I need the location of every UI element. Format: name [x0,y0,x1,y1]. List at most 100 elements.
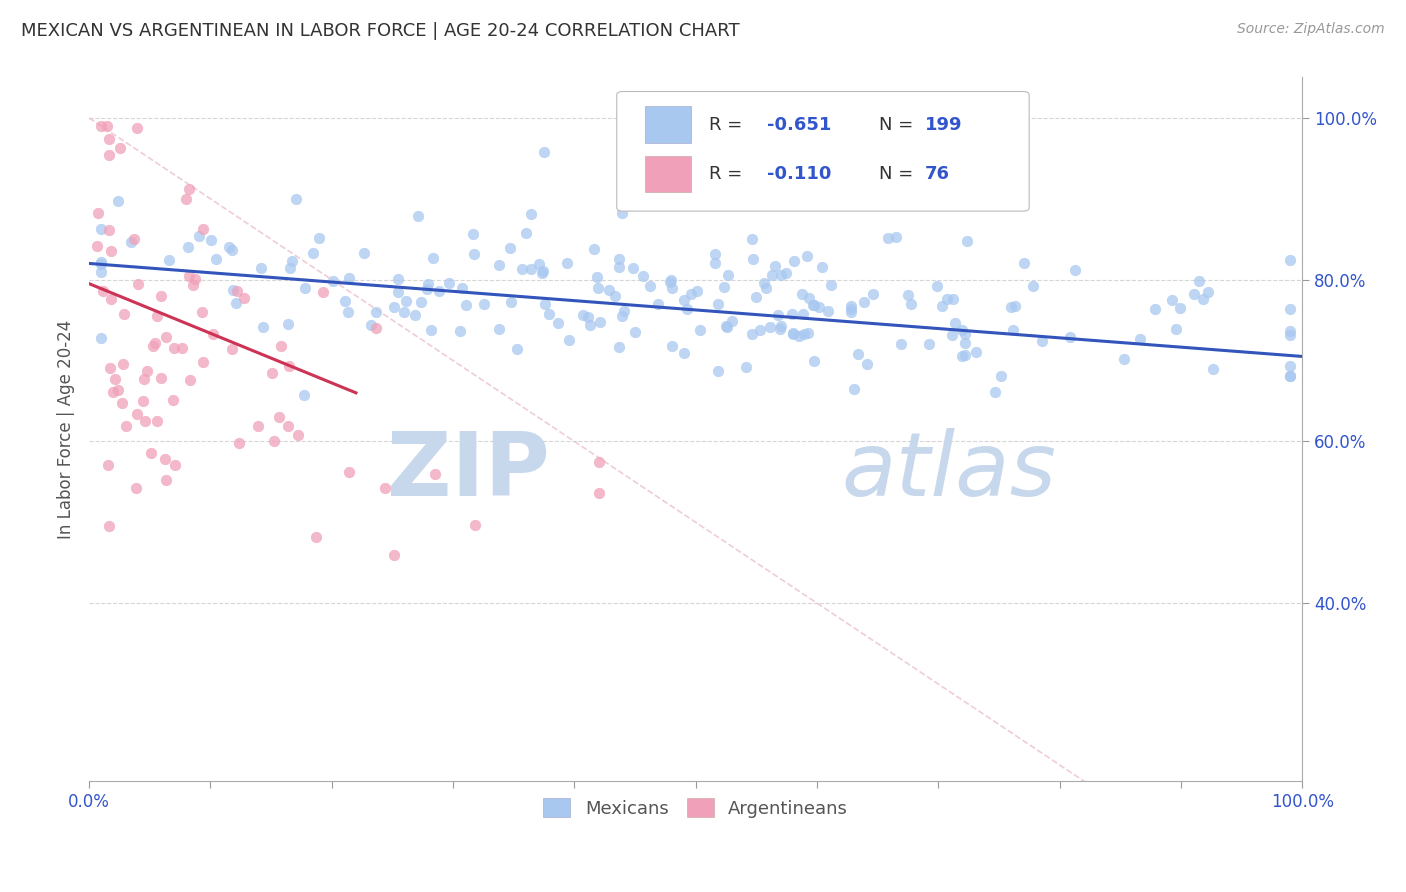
Point [579,318,602,333]
Text: Source: ZipAtlas.com: Source: ZipAtlas.com [1237,22,1385,37]
Point [716,319,738,334]
Point [294,280,316,294]
Point [820,278,842,293]
Point [846,347,869,361]
Point [322,274,344,288]
Point [87,206,110,220]
Point [91,284,114,298]
Point [953,326,976,341]
Point [404,308,426,322]
Point [127,277,149,291]
Point [588,455,610,469]
Point [1184,287,1206,301]
Point [97,458,120,472]
Point [889,337,911,351]
Point [586,281,609,295]
Point [270,339,292,353]
Point [107,383,129,397]
Point [810,260,832,274]
Point [855,357,877,371]
Text: atlas: atlas [841,428,1056,515]
Point [1064,263,1087,277]
Point [179,182,201,196]
Point [931,299,953,313]
Point [950,349,973,363]
Point [803,354,825,368]
Point [520,207,543,221]
Text: R =: R = [709,165,748,183]
Point [155,329,177,343]
Point [936,292,959,306]
Text: N =: N = [879,165,918,183]
Point [382,548,405,562]
Point [115,418,138,433]
Point [437,276,460,290]
Point [336,305,359,319]
Point [607,260,630,275]
Point [607,252,630,266]
Point [741,252,763,266]
Point [897,288,920,302]
Point [1000,300,1022,314]
Point [790,286,813,301]
Point [605,289,627,303]
Point [761,268,783,283]
Point [1197,285,1219,299]
Point [519,261,541,276]
Point [780,307,803,321]
Point [689,323,711,337]
Point [488,258,510,272]
Point [461,227,484,241]
Point [142,339,165,353]
Point [555,256,578,270]
Point [763,259,786,273]
Point [191,305,214,319]
Text: MEXICAN VS ARGENTINEAN IN LABOR FORCE | AGE 20-24 CORRELATION CHART: MEXICAN VS ARGENTINEAN IN LABOR FORCE | … [21,22,740,40]
Point [174,192,197,206]
Point [533,145,555,159]
Point [353,246,375,260]
FancyBboxPatch shape [617,92,1029,211]
Point [125,481,148,495]
Point [472,297,495,311]
Point [918,337,941,351]
Point [177,269,200,284]
Point [953,335,976,350]
Point [801,298,824,312]
Point [659,275,682,289]
Point [143,336,166,351]
Point [304,530,326,544]
Point [100,244,122,259]
Point [90,331,112,345]
Point [97,519,120,533]
Point [745,290,768,304]
Point [406,209,429,223]
Text: -0.651: -0.651 [768,116,831,134]
Point [193,355,215,369]
Point [1004,299,1026,313]
Point [100,292,122,306]
Text: 199: 199 [925,116,962,134]
Point [122,232,145,246]
Text: N =: N = [879,116,918,134]
Point [374,481,396,495]
Point [769,322,792,336]
Point [1164,322,1187,336]
Point [631,269,654,284]
Point [260,366,283,380]
Point [134,372,156,386]
Point [510,262,533,277]
Point [139,445,162,459]
Point [149,371,172,385]
Point [225,295,247,310]
Point [1160,293,1182,308]
Point [98,148,121,162]
Point [110,140,132,154]
Point [488,321,510,335]
Point [1112,351,1135,366]
Point [153,452,176,467]
Point [97,223,120,237]
Point [741,327,763,342]
Point [1001,322,1024,336]
Point [284,192,307,206]
